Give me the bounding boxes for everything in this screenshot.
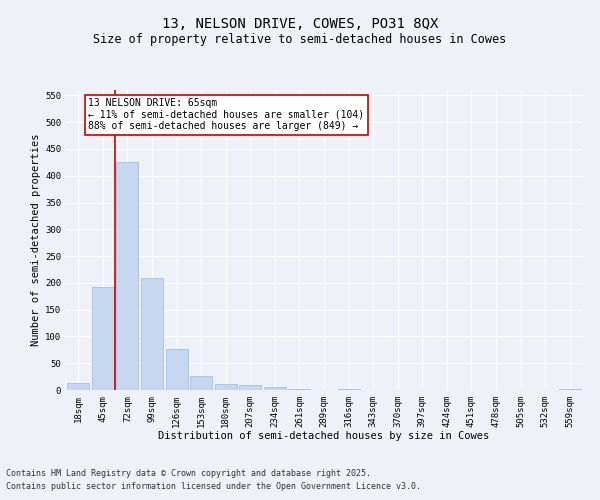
Bar (190, 376, 212, 390)
Text: Size of property relative to semi-detached houses in Cowes: Size of property relative to semi-detach… (94, 32, 506, 46)
Y-axis label: Number of semi-detached properties: Number of semi-detached properties (31, 134, 41, 346)
Bar (67, 383, 89, 390)
Bar (215, 384, 237, 390)
Bar (264, 387, 286, 390)
Text: Contains HM Land Registry data © Crown copyright and database right 2025.: Contains HM Land Registry data © Crown c… (6, 468, 371, 477)
Text: 13, NELSON DRIVE, COWES, PO31 8QX: 13, NELSON DRIVE, COWES, PO31 8QX (162, 18, 438, 32)
Bar (92, 286, 114, 390)
Bar (116, 162, 139, 390)
Bar (141, 278, 163, 390)
Bar (166, 350, 188, 390)
Text: Contains public sector information licensed under the Open Government Licence v3: Contains public sector information licen… (6, 482, 421, 491)
Bar (239, 385, 262, 390)
X-axis label: Distribution of semi-detached houses by size in Cowes: Distribution of semi-detached houses by … (158, 432, 490, 442)
Text: 13 NELSON DRIVE: 65sqm
← 11% of semi-detached houses are smaller (104)
88% of se: 13 NELSON DRIVE: 65sqm ← 11% of semi-det… (88, 98, 364, 131)
